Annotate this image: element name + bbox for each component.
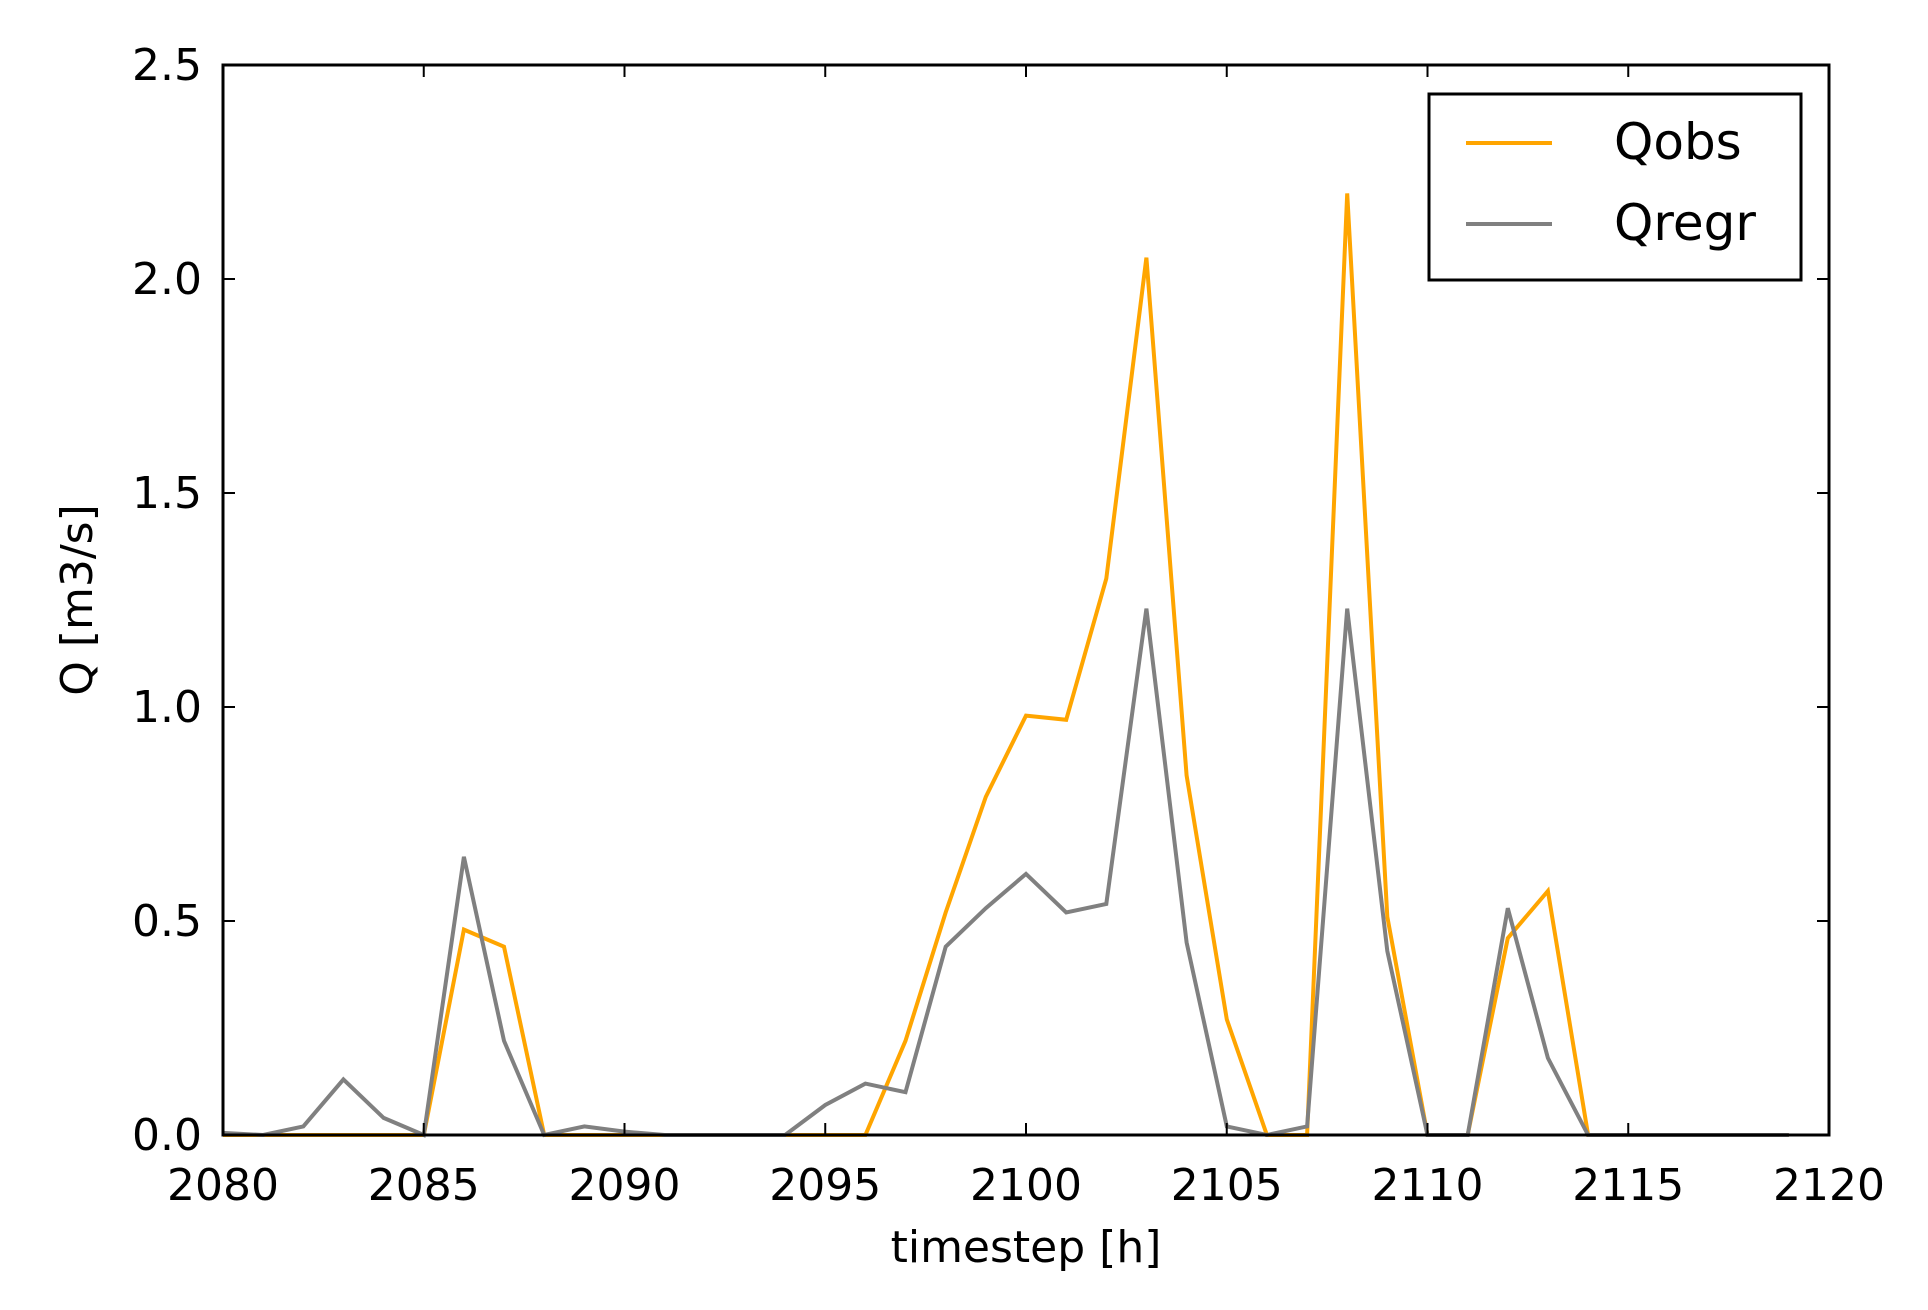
plot-area — [222, 193, 1789, 1138]
x-tick-label: 2095 — [769, 1160, 881, 1211]
legend-label-qregr: Qregr — [1614, 194, 1756, 252]
plot-frame — [221, 63, 1831, 1137]
y-tick-labels: 0.0 0.5 1.0 1.5 2.0 2.5 — [132, 40, 202, 1161]
y-axis-label: Q [m3/s] — [52, 504, 103, 696]
y-tick-label: 2.0 — [132, 254, 202, 305]
y-tick-label: 2.5 — [132, 40, 202, 91]
legend-box — [1427, 92, 1803, 282]
legend: Qobs Qregr — [1427, 92, 1803, 282]
y-tick-label: 1.0 — [132, 682, 202, 733]
x-tick-label: 2110 — [1372, 1160, 1484, 1211]
x-tick-label: 2115 — [1572, 1160, 1684, 1211]
x-tick-label: 2100 — [970, 1160, 1082, 1211]
x-tick-labels: 2080 2085 2090 2095 2100 2105 2110 2115 2120 — [167, 1160, 1885, 1211]
series-line-qobs — [223, 193, 1789, 1137]
y-tick-label: 0.0 — [132, 1110, 202, 1161]
x-tick-label: 2090 — [569, 1160, 681, 1211]
y-tick-label: 1.5 — [132, 468, 202, 519]
x-axis-label: timestep [h] — [891, 1222, 1162, 1273]
y-tick-label: 0.5 — [132, 896, 202, 947]
x-tick-label: 2105 — [1171, 1160, 1283, 1211]
x-tick-label: 2120 — [1773, 1160, 1885, 1211]
series-line-qregr — [222, 608, 1789, 1138]
legend-label-qobs: Qobs — [1614, 113, 1742, 171]
x-tick-label: 2085 — [368, 1160, 480, 1211]
x-tick-label: 2080 — [167, 1160, 279, 1211]
